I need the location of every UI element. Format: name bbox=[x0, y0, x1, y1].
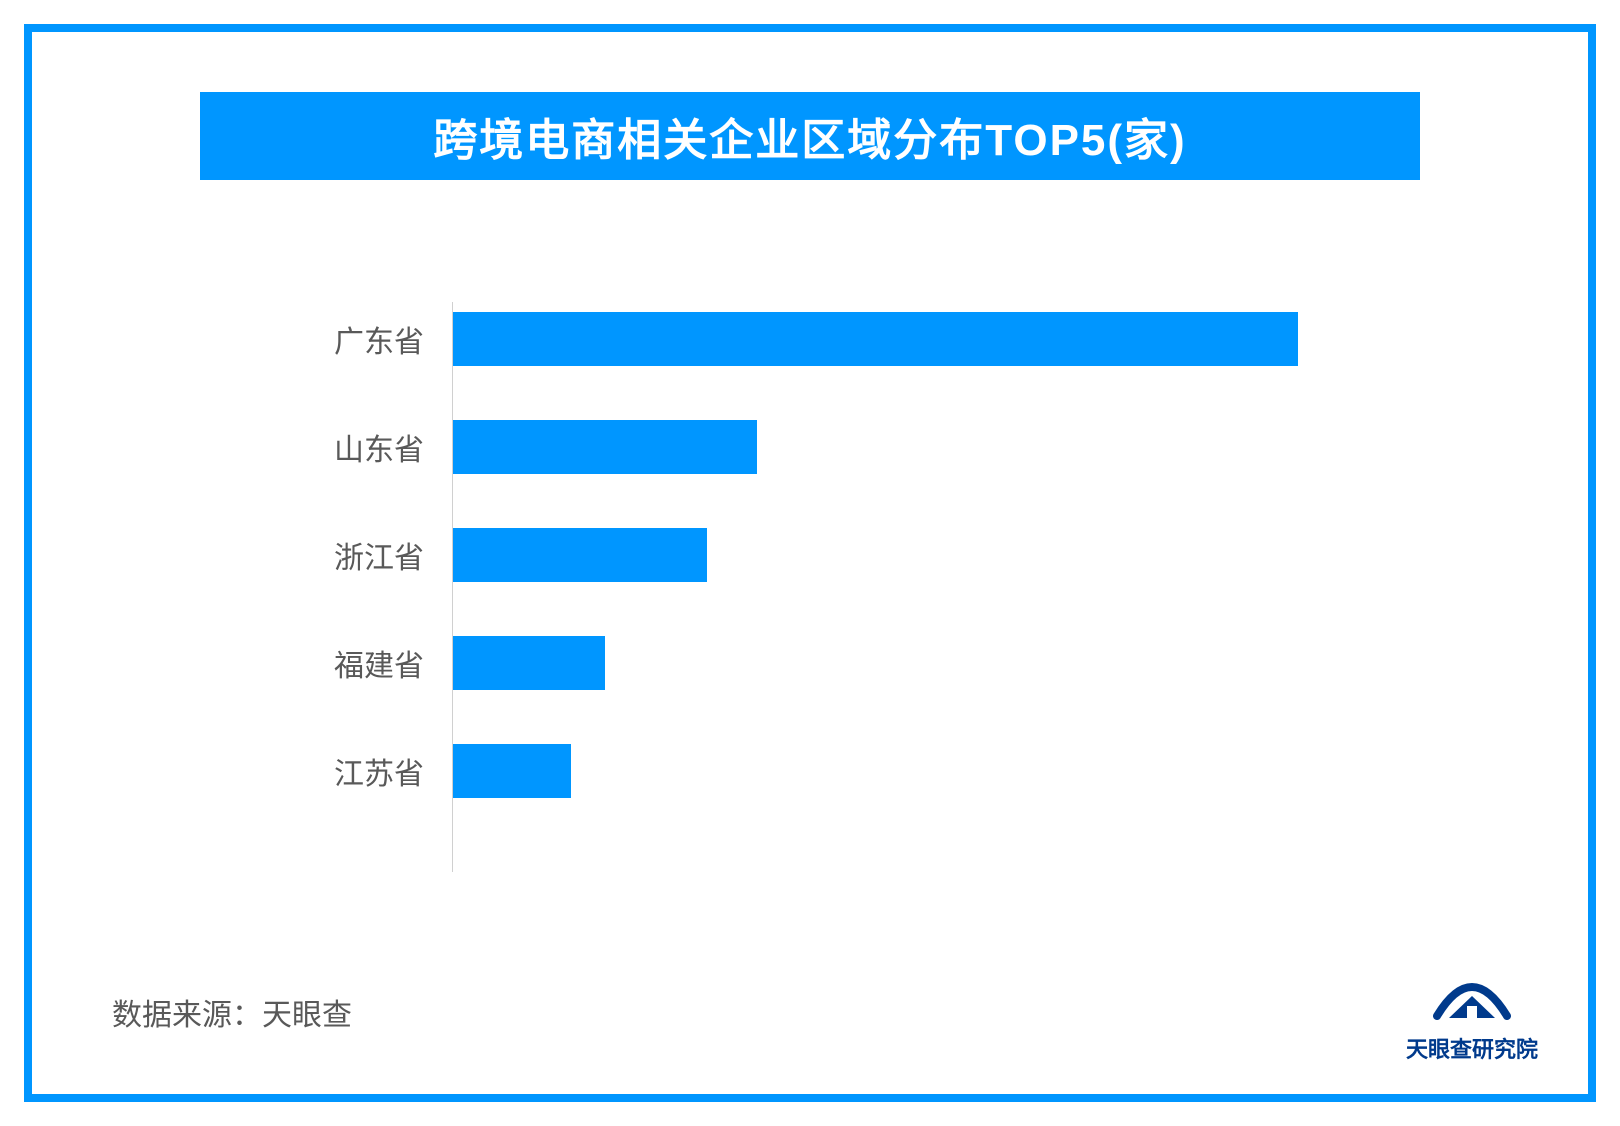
bar-label: 浙江省 bbox=[302, 533, 438, 577]
logo-text: 天眼查研究院 bbox=[1406, 1032, 1538, 1064]
bar-label: 广东省 bbox=[302, 317, 438, 361]
bar-label: 山东省 bbox=[302, 425, 438, 469]
bar-row: 广东省 bbox=[302, 312, 1298, 366]
bar-rect bbox=[453, 528, 707, 582]
tianyancha-logo-icon bbox=[1429, 968, 1515, 1028]
bar-label: 江苏省 bbox=[302, 749, 438, 793]
bar-rect bbox=[453, 636, 605, 690]
chart-area: 广东省山东省浙江省福建省江苏省 bbox=[302, 312, 1382, 872]
logo-area: 天眼查研究院 bbox=[1406, 968, 1538, 1064]
bar-rect bbox=[453, 744, 571, 798]
bar-row: 福建省 bbox=[302, 636, 605, 690]
chart-frame: 跨境电商相关企业区域分布TOP5(家) 广东省山东省浙江省福建省江苏省 数据来源… bbox=[24, 24, 1596, 1102]
bar-row: 浙江省 bbox=[302, 528, 707, 582]
bar-label: 福建省 bbox=[302, 641, 438, 685]
bar-rect bbox=[453, 312, 1298, 366]
bar-row: 山东省 bbox=[302, 420, 757, 474]
title-bar: 跨境电商相关企业区域分布TOP5(家) bbox=[200, 92, 1420, 180]
bar-rect bbox=[453, 420, 757, 474]
chart-title: 跨境电商相关企业区域分布TOP5(家) bbox=[433, 104, 1186, 168]
bar-row: 江苏省 bbox=[302, 744, 571, 798]
data-source-label: 数据来源：天眼查 bbox=[112, 990, 352, 1034]
